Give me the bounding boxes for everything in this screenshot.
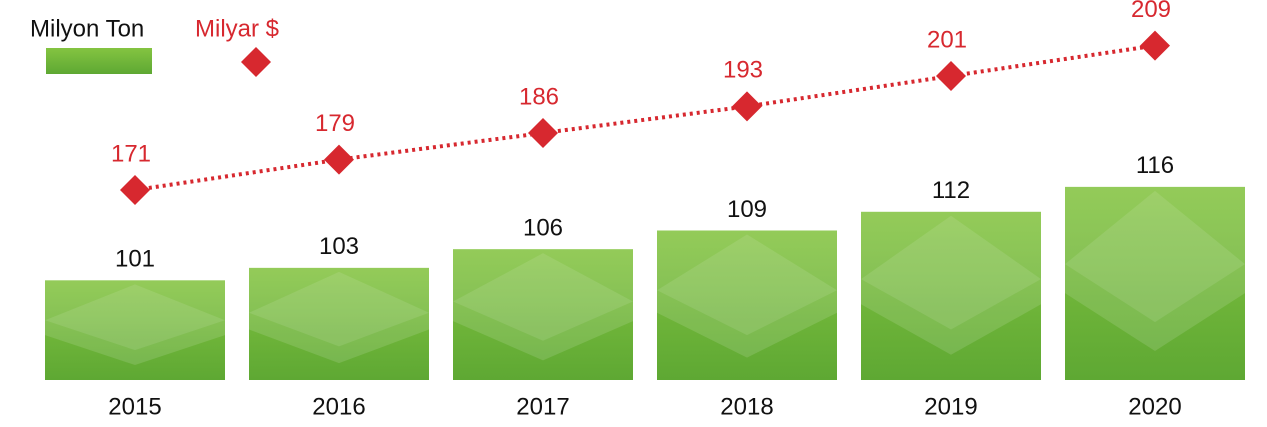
x-tick-label: 2018 xyxy=(720,393,773,420)
line-marker xyxy=(1140,30,1170,61)
bar-value-label: 112 xyxy=(932,177,970,204)
line-value-label: 193 xyxy=(723,57,763,84)
legend-label: Milyar $ xyxy=(195,15,279,42)
bar xyxy=(249,267,429,380)
line-value-label: 186 xyxy=(519,83,559,110)
line-marker xyxy=(120,175,150,205)
bar xyxy=(45,280,225,380)
bar-sheen xyxy=(249,267,429,364)
bar-value-label: 109 xyxy=(727,196,767,223)
bar xyxy=(453,249,633,380)
x-tick-label: 2020 xyxy=(1128,393,1181,420)
bar xyxy=(1065,186,1245,380)
line-marker xyxy=(732,91,762,122)
legend-swatch xyxy=(46,48,152,74)
bar-value-label: 103 xyxy=(319,233,359,260)
x-tick-label: 2015 xyxy=(108,393,161,420)
bar-sheen xyxy=(861,215,1041,330)
bar-value-label: 106 xyxy=(523,215,563,242)
bar-sheen xyxy=(657,234,837,336)
line-marker xyxy=(936,61,966,91)
bar xyxy=(657,230,837,380)
bar-sheen xyxy=(45,284,225,351)
line-value-label: 209 xyxy=(1131,0,1171,23)
legend-label: Milyon Ton xyxy=(30,15,144,42)
bar-sheen xyxy=(861,211,1041,355)
x-tick-label: 2016 xyxy=(312,393,365,420)
line-marker xyxy=(324,144,354,175)
line xyxy=(134,43,1156,192)
bar-value-label: 116 xyxy=(1136,152,1174,179)
bar-sheen xyxy=(249,271,429,347)
bar-sheen xyxy=(1065,190,1245,323)
legend-swatch xyxy=(241,47,271,77)
x-tick-label: 2019 xyxy=(924,393,977,420)
bar-value-label: 101 xyxy=(115,246,155,273)
bar-sheen xyxy=(453,253,633,341)
bar-sheen xyxy=(453,249,633,361)
line-value-label: 171 xyxy=(111,140,151,167)
bar xyxy=(861,211,1041,380)
bar-sheen xyxy=(657,230,837,358)
bar-sheen xyxy=(1065,186,1245,352)
bar-sheen xyxy=(45,280,225,366)
line-value-label: 179 xyxy=(315,110,355,137)
line-marker xyxy=(528,118,558,148)
line-value-label: 201 xyxy=(927,26,967,53)
x-tick-label: 2017 xyxy=(516,393,569,420)
